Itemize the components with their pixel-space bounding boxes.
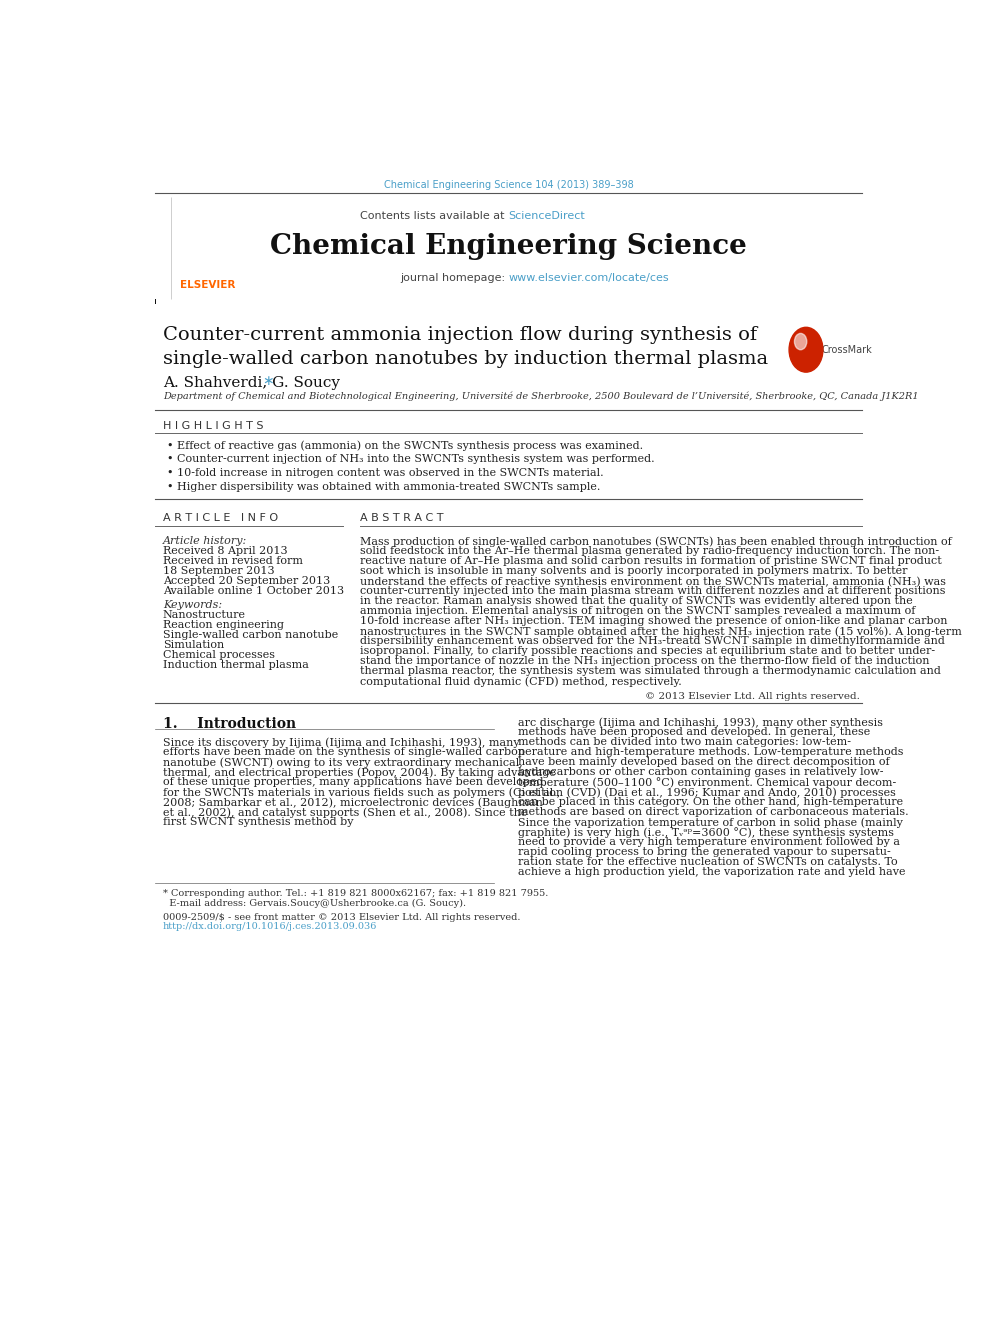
- Text: solid feedstock into the Ar–He thermal plasma generated by radio-frequency induc: solid feedstock into the Ar–He thermal p…: [360, 546, 939, 556]
- Text: Reaction engineering: Reaction engineering: [163, 620, 284, 630]
- Text: Chemical processes: Chemical processes: [163, 650, 275, 660]
- Text: arc discharge (Iijima and Ichihashi, 1993), many other synthesis: arc discharge (Iijima and Ichihashi, 199…: [518, 717, 883, 728]
- Text: Accepted 20 September 2013: Accepted 20 September 2013: [163, 576, 330, 586]
- Text: ration state for the effective nucleation of SWCNTs on catalysts. To: ration state for the effective nucleatio…: [518, 857, 898, 867]
- Text: Chemical Engineering Science: Chemical Engineering Science: [270, 233, 747, 259]
- Text: ammonia injection. Elemental analysis of nitrogen on the SWCNT samples revealed : ammonia injection. Elemental analysis of…: [360, 606, 916, 617]
- Text: rapid cooling process to bring the generated vapour to supersatu-: rapid cooling process to bring the gener…: [518, 847, 891, 857]
- Text: © 2013 Elsevier Ltd. All rights reserved.: © 2013 Elsevier Ltd. All rights reserved…: [646, 692, 860, 701]
- Text: Chemical Engineering Science 104 (2013) 389–398: Chemical Engineering Science 104 (2013) …: [384, 180, 633, 191]
- Text: thermal plasma reactor, the synthesis system was simulated through a thermodynam: thermal plasma reactor, the synthesis sy…: [360, 667, 941, 676]
- Text: ELSEVIER: ELSEVIER: [180, 280, 235, 291]
- Text: have been mainly developed based on the direct decomposition of: have been mainly developed based on the …: [518, 757, 889, 767]
- Circle shape: [789, 327, 823, 372]
- Text: of these unique properties, many applications have been developed: of these unique properties, many applica…: [163, 777, 544, 787]
- Text: Keywords:: Keywords:: [163, 599, 222, 610]
- Text: graphite) is very high (i.e., Tᵥᵊᵖ=3600 °C), these synthesis systems: graphite) is very high (i.e., Tᵥᵊᵖ=3600 …: [518, 827, 894, 837]
- Text: stand the importance of nozzle in the NH₃ injection process on the thermo-flow f: stand the importance of nozzle in the NH…: [360, 656, 930, 667]
- Text: soot which is insoluble in many solvents and is poorly incorporated in polymers : soot which is insoluble in many solvents…: [360, 566, 908, 576]
- Text: perature and high-temperature methods. Low-temperature methods: perature and high-temperature methods. L…: [518, 747, 903, 757]
- Text: computational fluid dynamic (CFD) method, respectively.: computational fluid dynamic (CFD) method…: [360, 676, 682, 687]
- Text: Since its discovery by Iijima (Iijima and Ichihashi, 1993), many: Since its discovery by Iijima (Iijima an…: [163, 737, 520, 747]
- Text: http://dx.doi.org/10.1016/j.ces.2013.09.036: http://dx.doi.org/10.1016/j.ces.2013.09.…: [163, 922, 377, 931]
- Text: nanostructures in the SWCNT sample obtained after the highest NH₃ injection rate: nanostructures in the SWCNT sample obtai…: [360, 626, 962, 636]
- Text: 0009-2509/$ - see front matter © 2013 Elsevier Ltd. All rights reserved.: 0009-2509/$ - see front matter © 2013 El…: [163, 913, 520, 922]
- Text: Counter-current ammonia injection flow during synthesis of: Counter-current ammonia injection flow d…: [163, 325, 757, 344]
- Text: Available online 1 October 2013: Available online 1 October 2013: [163, 586, 344, 597]
- Text: understand the effects of reactive synthesis environment on the SWCNTs material,: understand the effects of reactive synth…: [360, 576, 946, 586]
- Text: reactive nature of Ar–He plasma and solid carbon results in formation of pristin: reactive nature of Ar–He plasma and soli…: [360, 556, 942, 566]
- Text: single-walled carbon nanotubes by induction thermal plasma: single-walled carbon nanotubes by induct…: [163, 349, 768, 368]
- Text: Mass production of single-walled carbon nanotubes (SWCNTs) has been enabled thro: Mass production of single-walled carbon …: [360, 536, 952, 546]
- Text: isopropanol. Finally, to clarify possible reactions and species at equilibrium s: isopropanol. Finally, to clarify possibl…: [360, 646, 935, 656]
- Text: first SWCNT synthesis method by: first SWCNT synthesis method by: [163, 818, 353, 827]
- Circle shape: [795, 333, 806, 349]
- Text: in the reactor. Raman analysis showed that the quality of SWCNTs was evidently a: in the reactor. Raman analysis showed th…: [360, 597, 913, 606]
- Text: Received 8 April 2013: Received 8 April 2013: [163, 546, 288, 556]
- Text: Since the vaporization temperature of carbon in solid phase (mainly: Since the vaporization temperature of ca…: [518, 818, 903, 828]
- Text: A R T I C L E   I N F O: A R T I C L E I N F O: [163, 513, 278, 523]
- Text: position (CVD) (Dai et al., 1996; Kumar and Ando, 2010) processes: position (CVD) (Dai et al., 1996; Kumar …: [518, 787, 896, 798]
- Text: et al., 2002), and catalyst supports (Shen et al., 2008). Since the: et al., 2002), and catalyst supports (Sh…: [163, 807, 527, 818]
- Text: H I G H L I G H T S: H I G H L I G H T S: [163, 421, 263, 430]
- Text: Nanostructure: Nanostructure: [163, 610, 246, 620]
- Text: 18 September 2013: 18 September 2013: [163, 566, 275, 576]
- Text: Simulation: Simulation: [163, 640, 224, 650]
- Text: hydrocarbons or other carbon containing gases in relatively low-: hydrocarbons or other carbon containing …: [518, 767, 883, 777]
- Text: www.elsevier.com/locate/ces: www.elsevier.com/locate/ces: [509, 273, 669, 283]
- Text: A B S T R A C T: A B S T R A C T: [360, 513, 443, 523]
- Text: dispersibility enhancement was observed for the NH₃-treatd SWCNT sample in dimet: dispersibility enhancement was observed …: [360, 636, 945, 646]
- Text: efforts have been made on the synthesis of single-walled carbon: efforts have been made on the synthesis …: [163, 747, 525, 757]
- Text: nanotube (SWCNT) owing to its very extraordinary mechanical,: nanotube (SWCNT) owing to its very extra…: [163, 757, 523, 767]
- Text: E-mail address: Gervais.Soucy@Usherbrooke.ca (G. Soucy).: E-mail address: Gervais.Soucy@Usherbrook…: [163, 898, 466, 908]
- Text: Contents lists available at: Contents lists available at: [360, 212, 509, 221]
- Text: temperature (500–1100 °C) environment. Chemical vapour decom-: temperature (500–1100 °C) environment. C…: [518, 777, 896, 789]
- Text: ∗: ∗: [262, 374, 274, 389]
- Text: 1.    Introduction: 1. Introduction: [163, 717, 296, 732]
- Text: Induction thermal plasma: Induction thermal plasma: [163, 660, 309, 669]
- Text: journal homepage:: journal homepage:: [400, 273, 509, 283]
- Text: can be placed in this category. On the other hand, high-temperature: can be placed in this category. On the o…: [518, 796, 903, 807]
- Text: methods are based on direct vaporization of carbonaceous materials.: methods are based on direct vaporization…: [518, 807, 909, 818]
- Text: ScienceDirect: ScienceDirect: [509, 212, 585, 221]
- Text: for the SWCNTs materials in various fields such as polymers (Ci et al.,: for the SWCNTs materials in various fiel…: [163, 787, 560, 798]
- Text: CHEMICAL
ENGINEERING
SCIENCE: CHEMICAL ENGINEERING SCIENCE: [802, 204, 850, 221]
- Text: achieve a high production yield, the vaporization rate and yield have: achieve a high production yield, the vap…: [518, 867, 905, 877]
- Text: methods can be divided into two main categories: low-tem-: methods can be divided into two main cat…: [518, 737, 851, 747]
- Text: • Counter-current injection of NH₃ into the SWCNTs synthesis system was performe: • Counter-current injection of NH₃ into …: [167, 454, 655, 464]
- Text: counter-currently injected into the main plasma stream with different nozzles an: counter-currently injected into the main…: [360, 586, 946, 597]
- Text: * Corresponding author. Tel.: +1 819 821 8000x62167; fax: +1 819 821 7955.: * Corresponding author. Tel.: +1 819 821…: [163, 889, 549, 898]
- Text: • 10-fold increase in nitrogen content was observed in the SWCNTs material.: • 10-fold increase in nitrogen content w…: [167, 468, 603, 479]
- Text: Single-walled carbon nanotube: Single-walled carbon nanotube: [163, 630, 338, 640]
- Text: 2008; Sambarkar et al., 2012), microelectronic devices (Baughman: 2008; Sambarkar et al., 2012), microelec…: [163, 796, 543, 807]
- Text: thermal, and electrical properties (Popov, 2004). By taking advantage: thermal, and electrical properties (Popo…: [163, 767, 556, 778]
- Text: methods have been proposed and developed. In general, these: methods have been proposed and developed…: [518, 728, 870, 737]
- Text: need to provide a very high temperature environment followed by a: need to provide a very high temperature …: [518, 837, 900, 847]
- Text: 10-fold increase after NH₃ injection. TEM imaging showed the presence of onion-l: 10-fold increase after NH₃ injection. TE…: [360, 617, 948, 626]
- Text: Article history:: Article history:: [163, 536, 247, 546]
- Text: A. Shahverdi, G. Soucy: A. Shahverdi, G. Soucy: [163, 376, 339, 390]
- Text: • Effect of reactive gas (ammonia) on the SWCNTs synthesis process was examined.: • Effect of reactive gas (ammonia) on th…: [167, 441, 643, 451]
- Text: Department of Chemical and Biotechnological Engineering, Université de Sherbrook: Department of Chemical and Biotechnologi…: [163, 392, 919, 401]
- Text: Received in revised form: Received in revised form: [163, 556, 303, 566]
- Text: • Higher dispersibility was obtained with ammonia-treated SWCNTs sample.: • Higher dispersibility was obtained wit…: [167, 482, 600, 492]
- Text: CrossMark: CrossMark: [821, 345, 872, 355]
